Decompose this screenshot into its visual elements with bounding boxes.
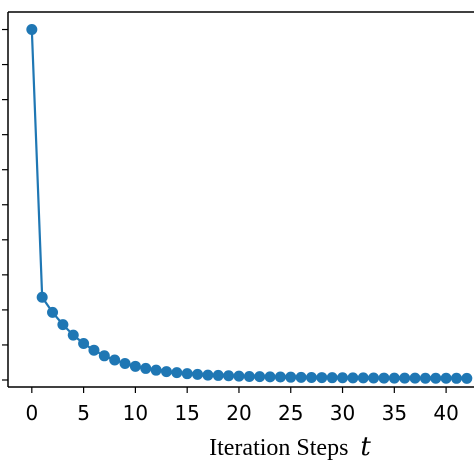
x-tick-label: 30 <box>330 401 355 425</box>
data-point <box>378 372 390 384</box>
data-point <box>181 368 193 380</box>
x-tick-label: 5 <box>77 401 90 425</box>
data-point <box>347 372 359 384</box>
data-point <box>212 369 224 381</box>
data-point <box>419 372 431 384</box>
data-point <box>285 371 297 383</box>
data-point <box>233 370 245 382</box>
data-point <box>192 368 204 380</box>
data-point <box>450 372 462 384</box>
data-point <box>109 354 121 366</box>
data-point <box>274 371 286 383</box>
series-line <box>30 29 467 380</box>
x-tick-label: 20 <box>226 401 251 425</box>
x-axis-label-variable: t <box>360 432 371 462</box>
data-point <box>140 362 152 374</box>
x-axis-label: Iteration Steps t <box>209 432 371 462</box>
data-point <box>440 372 452 384</box>
data-point <box>254 371 266 383</box>
data-point <box>119 358 131 370</box>
data-point <box>98 350 110 362</box>
x-ticks: 0 5 10 15 20 25 30 35 40 <box>25 387 459 425</box>
data-point <box>461 372 473 384</box>
data-point <box>368 372 380 384</box>
data-point <box>202 369 214 381</box>
plot-area <box>26 24 473 384</box>
x-tick-label: 40 <box>433 401 458 425</box>
data-point <box>316 372 328 384</box>
data-point <box>171 367 183 379</box>
x-tick-label: 25 <box>278 401 303 425</box>
x-axis-label-text: Iteration Steps <box>209 435 348 461</box>
data-point <box>409 372 421 384</box>
x-tick-label: 0 <box>25 401 38 425</box>
data-point <box>160 366 172 378</box>
y-ticks <box>2 28 8 381</box>
data-point <box>129 360 141 372</box>
data-point <box>47 306 59 318</box>
data-point <box>88 344 100 356</box>
data-point <box>150 364 162 376</box>
data-point <box>399 372 411 384</box>
x-tick-label: 10 <box>123 401 148 425</box>
data-point <box>430 372 442 384</box>
data-point <box>223 370 235 382</box>
x-tick-label: 15 <box>174 401 199 425</box>
data-point <box>264 371 276 383</box>
data-point <box>243 370 255 382</box>
data-point <box>36 291 48 303</box>
data-point <box>26 24 38 36</box>
data-point <box>337 372 349 384</box>
data-point <box>388 372 400 384</box>
data-point <box>67 329 79 341</box>
data-point <box>357 372 369 384</box>
data-point <box>57 319 69 331</box>
data-point <box>326 372 338 384</box>
data-point <box>305 371 317 383</box>
axes-frame <box>7 11 474 388</box>
x-tick-label: 35 <box>382 401 407 425</box>
data-point <box>295 371 307 383</box>
data-point <box>78 338 90 350</box>
